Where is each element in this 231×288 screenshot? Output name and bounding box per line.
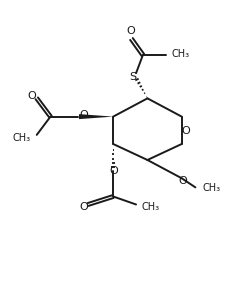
Text: O: O (178, 175, 187, 185)
Text: O: O (79, 202, 88, 212)
Text: O: O (126, 26, 135, 36)
Text: O: O (28, 91, 36, 101)
Text: CH₃: CH₃ (202, 183, 220, 193)
Text: CH₃: CH₃ (142, 202, 160, 212)
Text: CH₃: CH₃ (171, 49, 190, 59)
Text: CH₃: CH₃ (13, 133, 31, 143)
Text: O: O (109, 166, 118, 176)
Text: O: O (79, 111, 88, 120)
Text: O: O (181, 126, 190, 136)
Text: S: S (130, 72, 137, 82)
Polygon shape (79, 114, 113, 119)
